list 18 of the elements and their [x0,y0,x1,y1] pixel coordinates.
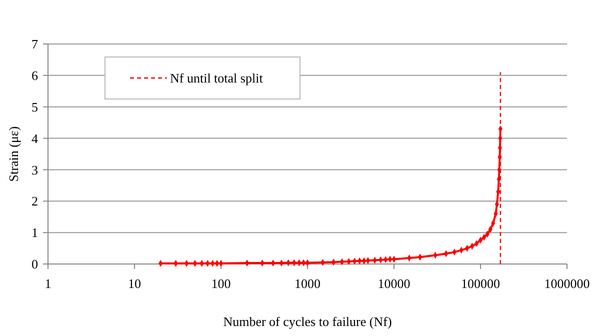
x-tick-label: 1000 [294,276,320,291]
y-tick-label: 3 [32,162,38,178]
x-tick-label: 100000 [461,276,500,291]
y-tick-label: 7 [32,36,38,52]
x-tick-label: 10000 [378,276,410,291]
x-tick-label: 1 [44,276,52,291]
y-tick-label: 5 [32,99,38,114]
y-axis-title: Strain (με) [6,126,21,182]
y-tick-label: 0 [32,256,38,272]
x-tick-label: 1000000 [544,276,590,291]
x-tick-label: 10 [128,276,141,291]
y-tick-label: 1 [32,225,38,240]
legend-label: Nf until total split [170,70,264,86]
x-axis-title: Number of cycles to failure (Nf) [223,314,392,329]
y-tick-label: 2 [32,194,38,209]
y-tick-label: 6 [32,68,38,83]
y-tick-label: 4 [32,130,38,146]
x-tick-label: 100 [211,276,231,291]
